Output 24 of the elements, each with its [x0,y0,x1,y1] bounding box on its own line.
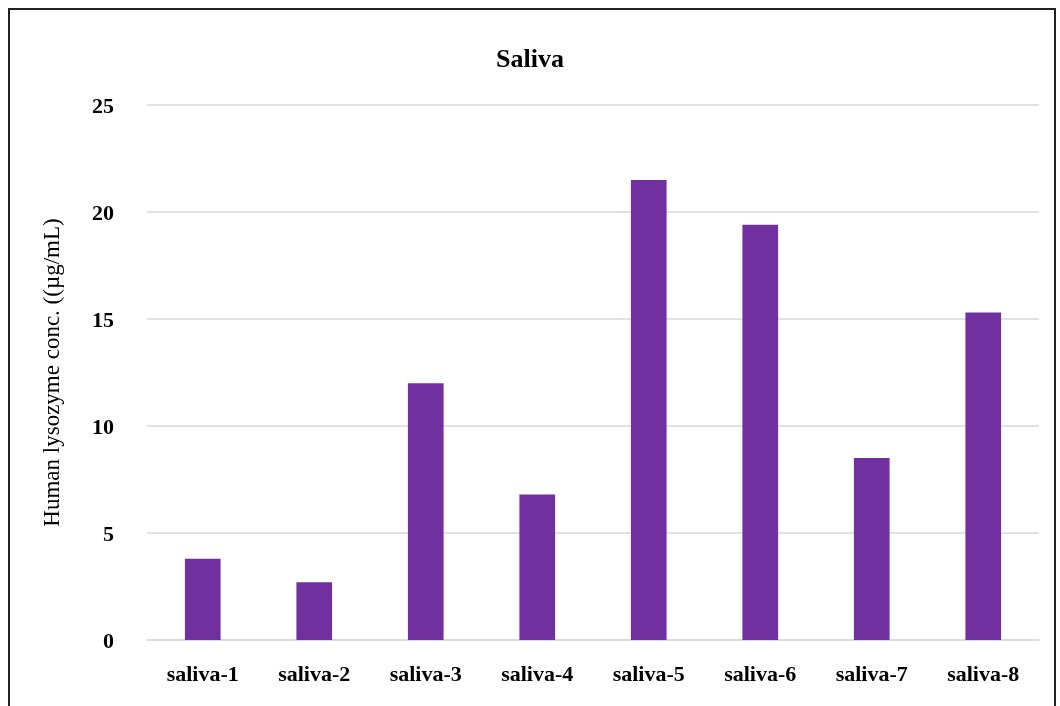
bar [407,383,444,640]
x-tick-label: saliva-4 [501,660,574,686]
y-tick-label: 10 [92,413,114,439]
y-tick-label: 5 [103,520,114,546]
y-axis-title: Human lysozyme conc. ((µg/mL) [39,218,64,527]
bar [296,582,333,640]
y-tick-label: 25 [92,92,114,118]
y-tick-label: 0 [103,627,114,653]
x-tick-label: saliva-8 [947,660,1020,686]
bar [965,312,1002,640]
bar [742,224,779,640]
x-tick-label: saliva-7 [835,660,908,686]
y-tick-label: 15 [92,306,114,332]
x-tick-label: saliva-5 [612,660,685,686]
x-tick-label: saliva-1 [166,660,239,686]
chart-title: Saliva [496,43,564,73]
y-tick-label: 20 [92,199,114,225]
bar [184,558,221,640]
bar [630,179,667,640]
x-tick-label: saliva-2 [278,660,351,686]
bar [853,458,890,640]
x-tick-label: saliva-6 [724,660,797,686]
x-tick-label: saliva-3 [389,660,462,686]
bar [519,494,556,640]
